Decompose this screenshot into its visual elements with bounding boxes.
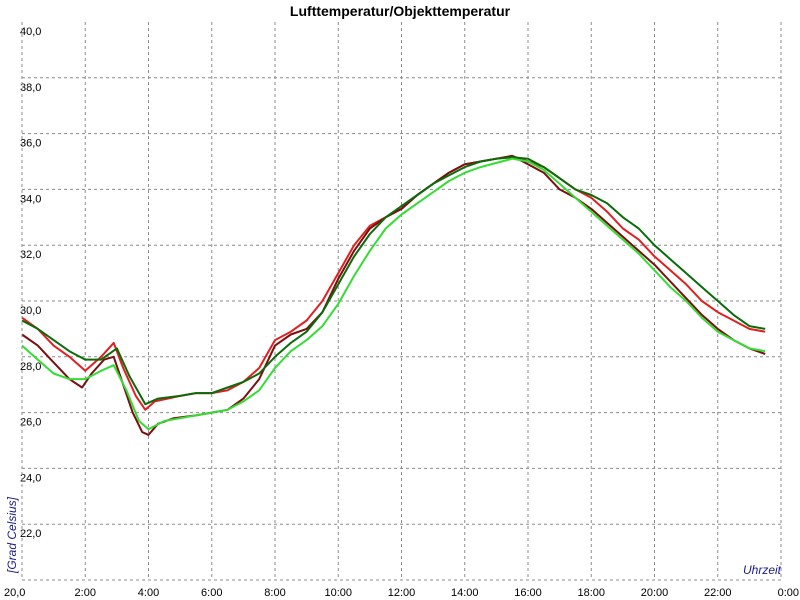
x-tick-label: 10:00 (324, 587, 352, 599)
series-line-4 (21, 157, 766, 431)
y-tick-label: 26,0 (20, 417, 41, 429)
y-tick-label: 22,0 (20, 528, 41, 540)
x-tick-label: 8:00 (264, 587, 285, 599)
grid (22, 22, 781, 580)
y-tick-label: 32,0 (20, 249, 41, 261)
chart-title: Lufttemperatur/Objekttemperatur (290, 3, 511, 19)
series-line-2 (21, 154, 766, 436)
x-tick-label: 14:00 (451, 587, 479, 599)
series-line-3 (21, 156, 766, 406)
y-tick-label: 24,0 (20, 472, 41, 484)
series-line-1 (21, 154, 766, 411)
x-tick-label: 20:00 (641, 587, 669, 599)
y-tick-label: 40,0 (20, 26, 41, 38)
x-tick-label: 20,0 (4, 587, 25, 599)
plot-frame (21, 22, 782, 581)
y-axis-ticks: 22,0 24,0 26,0 28,0 30,0 32,0 34,0 36,0 38,0 40,0 (20, 26, 41, 540)
x-tick-label: 22:00 (704, 587, 732, 599)
x-tick-label: 18:00 (577, 587, 605, 599)
x-tick-label: 4:00 (138, 587, 159, 599)
y-tick-label: 34,0 (20, 193, 41, 205)
y-tick-label: 36,0 (20, 138, 41, 150)
x-axis-label: Uhrzeit (743, 563, 782, 577)
x-tick-label: 16:00 (514, 587, 542, 599)
x-tick-label: 12:00 (388, 587, 416, 599)
y-tick-label: 28,0 (20, 361, 41, 373)
y-axis-label: [Grad Celsius] (5, 496, 19, 574)
x-axis-ticks: 20,0 2:00 4:00 6:00 8:00 10:00 12:00 14:00 16:00… (4, 587, 799, 599)
series-group (21, 154, 766, 436)
x-tick-label: 6:00 (201, 587, 222, 599)
x-tick-label: 0:00 (778, 587, 799, 599)
x-tick-label: 2:00 (75, 587, 96, 599)
y-tick-label: 38,0 (20, 82, 41, 94)
y-tick-label: 30,0 (20, 305, 41, 317)
